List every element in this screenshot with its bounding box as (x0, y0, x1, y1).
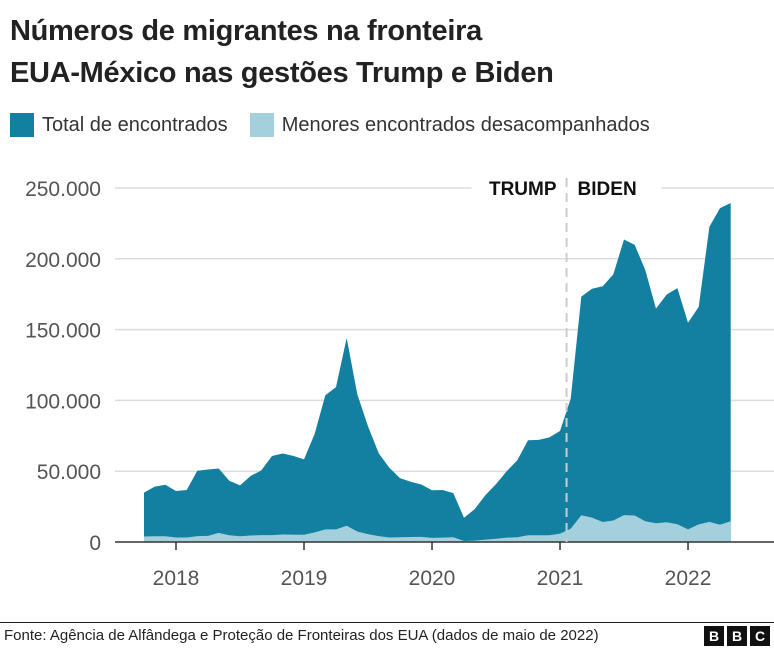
y-tick-label: 200.000 (25, 249, 101, 272)
x-tick-label: 2020 (409, 567, 456, 590)
footer-divider (0, 622, 774, 623)
x-tick-label: 2019 (281, 567, 328, 590)
title-line-1: Números de migrantes na fronteira (10, 15, 482, 47)
logo-letter: B (704, 626, 724, 646)
trump-label: TRUMP (489, 179, 557, 200)
area-series-total (144, 203, 731, 542)
title-line-2: EUA-México nas gestões Trump e Biden (10, 57, 554, 89)
y-tick-label: 150.000 (25, 320, 101, 343)
x-tick-label: 2021 (537, 567, 584, 590)
area-series-minors (144, 515, 731, 542)
legend: Total de encontrados Menores encontrados… (10, 113, 672, 137)
source-note: Fonte: Agência de Alfândega e Proteção d… (4, 627, 599, 644)
y-tick-label: 100.000 (25, 390, 101, 413)
logo-letter: C (750, 626, 770, 646)
logo-letter: B (727, 626, 747, 646)
legend-swatch-total (10, 113, 34, 137)
y-tick-label: 0 (89, 532, 101, 555)
chart-title: Números de migrantes na fronteira EUA-Mé… (10, 10, 554, 94)
biden-label: BIDEN (578, 179, 637, 200)
legend-label-minors: Menores encontrados desacompanhados (281, 113, 650, 136)
legend-label-total: Total de encontrados (42, 113, 228, 136)
x-tick-label: 2022 (665, 567, 712, 590)
chart-area: 0 50.000 100.000 150.000 200.000 250.000 2018 2… (25, 178, 774, 590)
legend-swatch-minors (249, 113, 274, 137)
legend-item-total: Total de encontrados (10, 113, 228, 137)
x-tick-label: 2018 (153, 567, 200, 590)
legend-item-minors: Menores encontrados desacompanhados (249, 113, 650, 137)
y-tick-label: 250.000 (25, 178, 101, 201)
y-tick-label: 50.000 (37, 461, 101, 484)
